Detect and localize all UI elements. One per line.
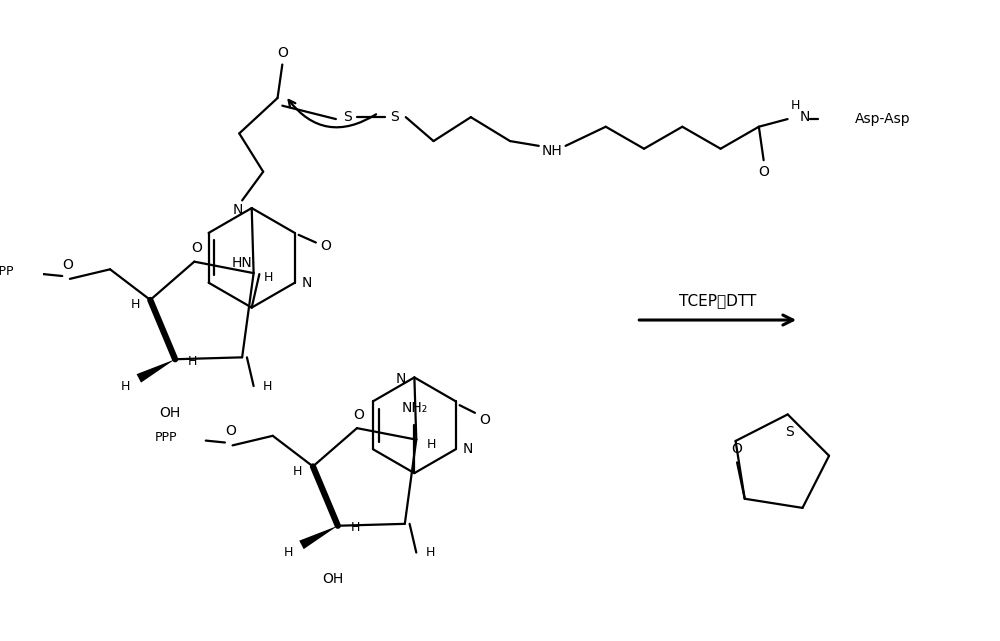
Text: TCEP或DTT: TCEP或DTT: [679, 294, 756, 308]
Text: H: H: [264, 271, 274, 285]
Text: H: H: [263, 379, 273, 392]
Text: OH: OH: [322, 572, 344, 587]
Text: N: N: [463, 442, 473, 456]
Text: Asp-Asp: Asp-Asp: [855, 112, 910, 126]
Polygon shape: [137, 359, 175, 383]
FancyArrowPatch shape: [289, 100, 376, 128]
Text: H: H: [791, 99, 800, 112]
Text: O: O: [353, 408, 364, 422]
Text: H: H: [188, 354, 197, 368]
Text: H: H: [130, 298, 140, 312]
Text: H: H: [427, 438, 436, 451]
Text: HN: HN: [232, 256, 253, 270]
Text: O: O: [320, 239, 331, 253]
Text: H: H: [293, 465, 302, 478]
Text: S: S: [390, 110, 399, 124]
Text: S: S: [785, 424, 794, 438]
Text: H: H: [283, 546, 293, 559]
Text: O: O: [277, 46, 288, 60]
Text: NH: NH: [542, 144, 563, 158]
Text: N: N: [233, 203, 243, 217]
Text: H: H: [350, 521, 360, 534]
Text: O: O: [732, 442, 743, 456]
Text: OH: OH: [160, 406, 181, 420]
Text: S: S: [343, 110, 352, 124]
Text: PPP: PPP: [155, 431, 177, 444]
Text: N: N: [396, 372, 406, 387]
Text: PPP: PPP: [0, 265, 14, 278]
Text: O: O: [225, 424, 236, 438]
Text: O: O: [191, 241, 202, 255]
Text: N: N: [800, 110, 810, 124]
Text: NH₂: NH₂: [401, 401, 428, 415]
Text: N: N: [302, 276, 312, 290]
Text: H: H: [426, 546, 435, 559]
Polygon shape: [299, 526, 338, 549]
Text: O: O: [479, 413, 490, 428]
Text: O: O: [758, 165, 769, 179]
Text: H: H: [121, 379, 130, 392]
Text: O: O: [63, 258, 73, 272]
